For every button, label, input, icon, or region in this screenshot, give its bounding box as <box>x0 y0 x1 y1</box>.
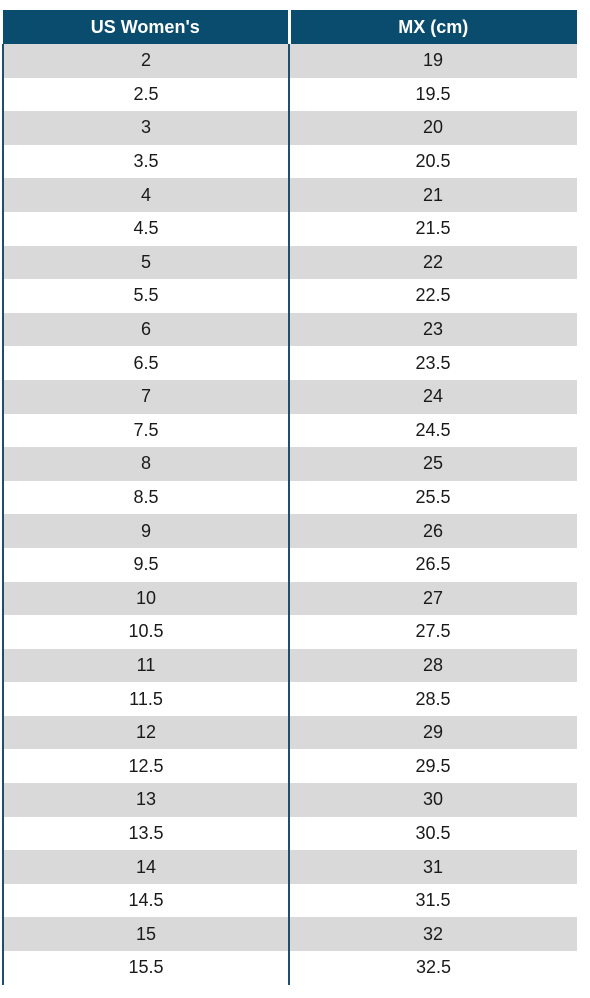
cell-us-womens-size: 8 <box>2 447 290 481</box>
cell-us-womens-size: 10 <box>2 581 290 616</box>
table-row: 5.5 22.5 <box>2 279 577 313</box>
cell-mx-cm-size: 32.5 <box>415 957 452 978</box>
cell-mx-cm-size: 20.5 <box>415 151 451 172</box>
table-row: 9.5 26.5 <box>2 547 577 582</box>
cell-us-womens-size: 13.5 <box>2 816 290 851</box>
cell-us-womens-size: 4 <box>2 178 290 212</box>
table-row: 13 30 <box>2 783 577 817</box>
cell-mx-cm-size: 28.5 <box>415 688 451 709</box>
table-row: 7.5 24.5 <box>2 413 577 448</box>
cell-us-womens-size: 2 <box>2 44 290 78</box>
cell-us-womens-size: 6 <box>2 312 290 347</box>
cell-us-womens-size: 3 <box>2 111 290 145</box>
table-row: 7 24 <box>2 379 577 414</box>
table-row: 8.5 25.5 <box>2 480 577 515</box>
size-conversion-table: US Women's MX (cm) 2 19 2.5 19.5 3 20 3.5 20.5 4… <box>2 10 578 985</box>
cell-mx-cm-size: 26.5 <box>415 554 451 575</box>
table-row: 15 32 <box>2 917 577 952</box>
cell-mx-cm-size: 23.5 <box>415 352 451 373</box>
cell-mx-cm-size: 27 <box>289 581 577 616</box>
cell-us-womens-size: 11.5 <box>2 682 290 716</box>
table-row: 9 26 <box>2 514 577 548</box>
cell-us-womens-size: 7.5 <box>2 413 290 448</box>
cell-us-womens-size: 14 <box>2 850 290 884</box>
cell-us-womens-size: 5.5 <box>2 279 290 313</box>
table-row: 13.5 30.5 <box>2 816 577 851</box>
cell-us-womens-size: 4.5 <box>2 211 290 246</box>
cell-us-womens-size: 15 <box>2 917 290 952</box>
cell-us-womens-size: 8.5 <box>2 480 290 515</box>
table-row: 12.5 29.5 <box>2 749 577 784</box>
table-row: 8 25 <box>2 447 577 481</box>
cell-mx-cm-size: 29.5 <box>415 755 451 776</box>
cell-mx-cm-size: 27.5 <box>415 621 451 642</box>
table-row: 10.5 27.5 <box>2 615 577 649</box>
cell-us-womens-size: 5 <box>2 245 290 280</box>
cell-mx-cm-size: 31.5 <box>415 890 451 911</box>
table-row: 11.5 28.5 <box>2 682 577 716</box>
cell-mx-cm-size: 31 <box>289 850 577 884</box>
cell-us-womens-size: 12.5 <box>2 749 290 784</box>
cell-mx-cm-size: 24 <box>289 379 577 414</box>
cell-mx-cm-size: 30 <box>289 783 577 817</box>
cell-us-womens-size: 14.5 <box>2 883 290 918</box>
cell-mx-cm-size: 19 <box>289 44 577 78</box>
table-row: 15.5 32.5 <box>2 951 577 985</box>
cell-mx-cm-size: 23 <box>289 312 577 347</box>
cell-us-womens-size: 2.5 <box>2 77 290 112</box>
cell-mx-cm-size: 30.5 <box>415 822 451 843</box>
table-row: 6.5 23.5 <box>2 346 577 380</box>
cell-mx-cm-size: 25.5 <box>415 487 451 508</box>
table-row: 10 27 <box>2 581 577 616</box>
cell-mx-cm-size: 25 <box>289 447 577 481</box>
cell-mx-cm-size: 20 <box>289 111 577 145</box>
cell-mx-cm-size: 21 <box>289 178 577 212</box>
cell-us-womens-size: 10.5 <box>2 615 290 649</box>
cell-us-womens-size: 3.5 <box>2 144 290 179</box>
table-row: 2.5 19.5 <box>2 77 577 112</box>
cell-us-womens-size: 11 <box>2 648 290 683</box>
cell-mx-cm-size: 21.5 <box>415 218 451 239</box>
cell-us-womens-size: 9 <box>2 514 290 548</box>
table-header-row: US Women's MX (cm) <box>3 10 577 44</box>
cell-us-womens-size: 15.5 <box>2 951 290 985</box>
table-row: 5 22 <box>2 245 577 280</box>
table-row: 12 29 <box>2 715 577 750</box>
cell-mx-cm-size: 19.5 <box>415 83 451 104</box>
cell-mx-cm-size: 24.5 <box>415 419 451 440</box>
cell-us-womens-size: 9.5 <box>2 547 290 582</box>
header-us-womens: US Women's <box>3 10 291 44</box>
cell-mx-cm-size: 28 <box>289 648 577 683</box>
cell-us-womens-size: 6.5 <box>2 346 290 380</box>
cell-us-womens-size: 13 <box>2 783 290 817</box>
table-row: 4.5 21.5 <box>2 211 577 246</box>
table-row: 3 20 <box>2 111 577 145</box>
table-row: 6 23 <box>2 312 577 347</box>
cell-us-womens-size: 12 <box>2 715 290 750</box>
cell-mx-cm-size: 29 <box>289 715 577 750</box>
cell-mx-cm-size: 22.5 <box>415 285 451 306</box>
cell-mx-cm-size: 26 <box>289 514 577 548</box>
cell-mx-cm-size: 32 <box>289 917 577 952</box>
cell-mx-cm-size: 22 <box>289 245 577 280</box>
cell-us-womens-size: 7 <box>2 379 290 414</box>
table-row: 14.5 31.5 <box>2 883 577 918</box>
table-row: 14 31 <box>2 850 577 884</box>
table-row: 3.5 20.5 <box>2 144 577 179</box>
table-row: 11 28 <box>2 648 577 683</box>
table-body: 2 19 2.5 19.5 3 20 3.5 20.5 4 21 4.5 21.5 5 22 5.5 22.5… <box>2 44 577 985</box>
header-mx-cm: MX (cm) <box>289 10 577 44</box>
table-row: 2 19 <box>2 44 577 78</box>
table-row: 4 21 <box>2 178 577 212</box>
